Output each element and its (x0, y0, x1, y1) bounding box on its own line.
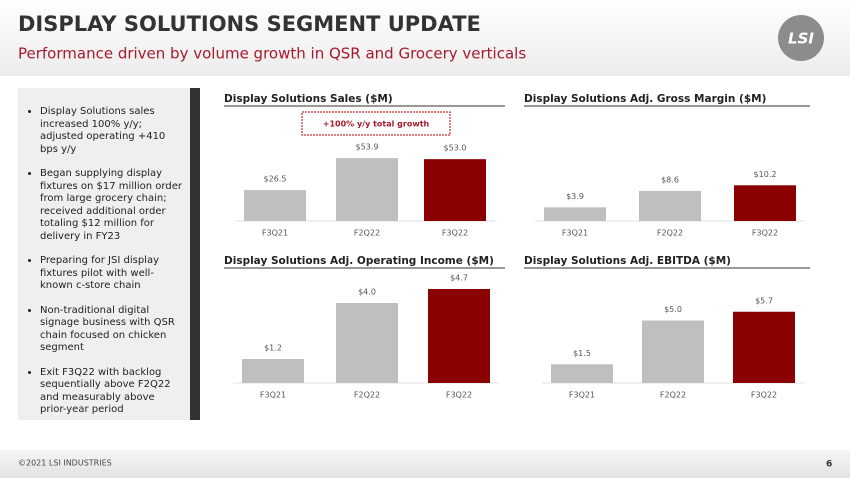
bar (242, 359, 304, 383)
header-band (0, 0, 850, 76)
x-tick-label: F2Q22 (354, 229, 380, 238)
value-label: $1.5 (573, 349, 591, 358)
value-label: $5.0 (664, 305, 682, 314)
x-tick-label: F3Q21 (262, 229, 288, 238)
bar (336, 303, 398, 383)
bar (428, 289, 490, 383)
value-label: $53.0 (444, 144, 467, 153)
bar (639, 190, 701, 221)
bar (551, 364, 613, 383)
chart-title: Display Solutions Adj. Gross Margin ($M) (524, 93, 766, 105)
value-label: $4.0 (358, 288, 376, 297)
chart-title: Display Solutions Sales ($M) (224, 93, 393, 105)
bullet: Non-traditional digital signage business… (40, 305, 184, 355)
bar (244, 190, 306, 221)
bullet-list: Display Solutions sales increased 100% y… (18, 88, 190, 417)
x-tick-label: F3Q22 (752, 229, 778, 238)
slide-subtitle: Performance driven by volume growth in Q… (18, 45, 526, 63)
annotation-box (301, 111, 451, 136)
value-label: $53.9 (356, 143, 379, 152)
x-tick-label: F2Q22 (354, 391, 380, 400)
copyright: ©2021 LSI INDUSTRIES (18, 459, 112, 468)
value-label: $8.6 (661, 175, 679, 184)
bar (642, 320, 704, 383)
value-label: $3.9 (566, 192, 584, 201)
bullet: Exit F3Q22 with backlog sequentially abo… (40, 367, 184, 417)
slide-title: DISPLAY SOLUTIONS SEGMENT UPDATE (18, 12, 481, 36)
bar (544, 207, 606, 221)
chart-title: Display Solutions Adj. EBITDA ($M) (524, 255, 731, 267)
bar (733, 311, 795, 383)
bar (424, 159, 486, 221)
annotation: +100% y/y total growth (323, 120, 430, 129)
x-tick-label: F3Q21 (562, 229, 588, 238)
x-tick-label: F3Q21 (569, 391, 595, 400)
bar (734, 185, 796, 221)
value-label: $26.5 (264, 175, 287, 184)
bullet-panel: Display Solutions sales increased 100% y… (18, 88, 200, 420)
value-label: $4.7 (450, 274, 468, 283)
x-tick-label: F2Q22 (657, 229, 683, 238)
bullet: Preparing for JSI display fixtures pilot… (40, 255, 184, 293)
logo (778, 15, 824, 61)
bar (336, 158, 398, 221)
logo-text: LSI (788, 30, 814, 48)
chart-title: Display Solutions Adj. Operating Income … (224, 255, 494, 267)
x-tick-label: F3Q21 (260, 391, 286, 400)
bullet: Began supplying display fixtures on $17 … (40, 168, 184, 243)
value-label: $5.7 (755, 296, 773, 305)
value-label: $1.2 (264, 344, 282, 353)
x-tick-label: F2Q22 (660, 391, 686, 400)
page-number: 6 (826, 460, 832, 470)
value-label: $10.2 (754, 170, 777, 179)
footer-band (0, 450, 850, 478)
bullet: Display Solutions sales increased 100% y… (40, 106, 184, 156)
x-tick-label: F3Q22 (751, 391, 777, 400)
x-tick-label: F3Q22 (446, 391, 472, 400)
x-tick-label: F3Q22 (442, 229, 468, 238)
